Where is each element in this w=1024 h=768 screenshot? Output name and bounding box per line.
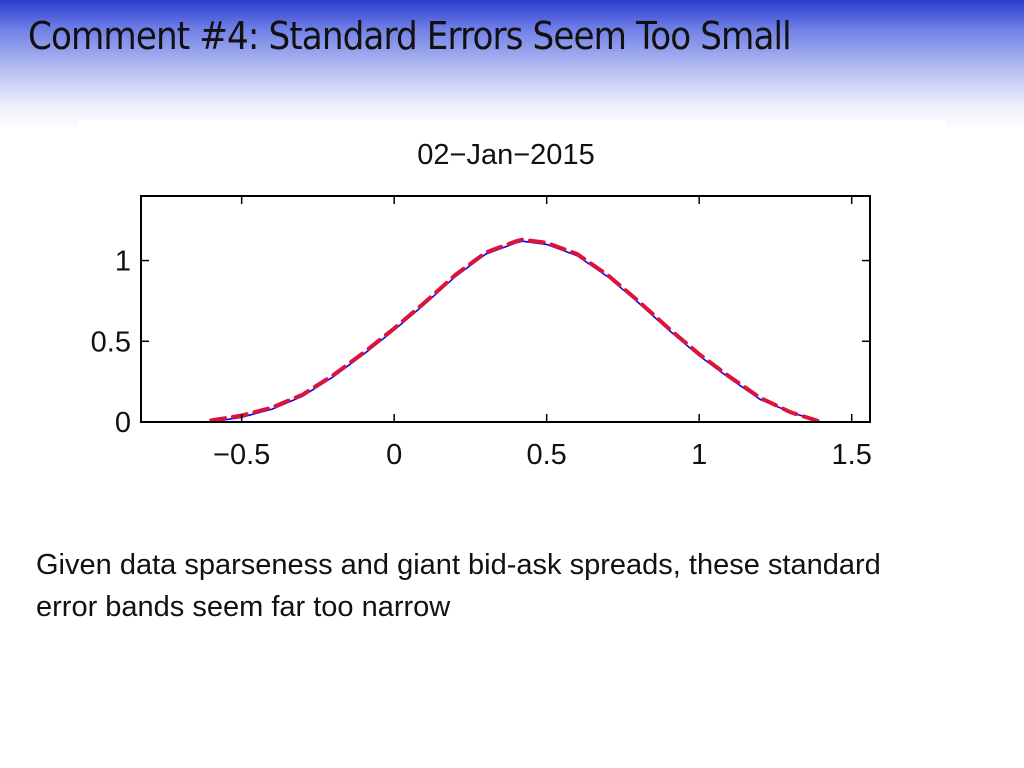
x-tick-label: −0.5: [213, 439, 270, 471]
slide-title: Comment #4: Standard Errors Seem Too Sma…: [28, 14, 792, 58]
x-tick-label: 0.5: [527, 439, 567, 471]
title-band: [0, 0, 1024, 130]
y-tick-label: 0.5: [91, 326, 131, 358]
density-chart: 02−Jan−2015 −0.5 0 0.5 1 1.5 0 0.5 1: [91, 139, 872, 471]
chart-title: 02−Jan−2015: [417, 139, 594, 171]
series-line-2-dashed: [209, 237, 824, 424]
x-tick-label: 1.5: [832, 439, 872, 471]
chart-panel: 02−Jan−2015 −0.5 0 0.5 1 1.5 0 0.5 1: [78, 120, 946, 492]
y-tick-label: 1: [115, 246, 131, 278]
x-tick-label: 1: [691, 439, 707, 471]
slide-caption: Given data sparseness and giant bid-ask …: [36, 549, 881, 623]
plot-frame: [140, 195, 871, 423]
plot-area: −0.5 0 0.5 1 1.5 0 0.5 1: [91, 195, 872, 471]
y-tick-label: 0: [115, 407, 131, 439]
x-tick-label: 0: [386, 439, 402, 471]
